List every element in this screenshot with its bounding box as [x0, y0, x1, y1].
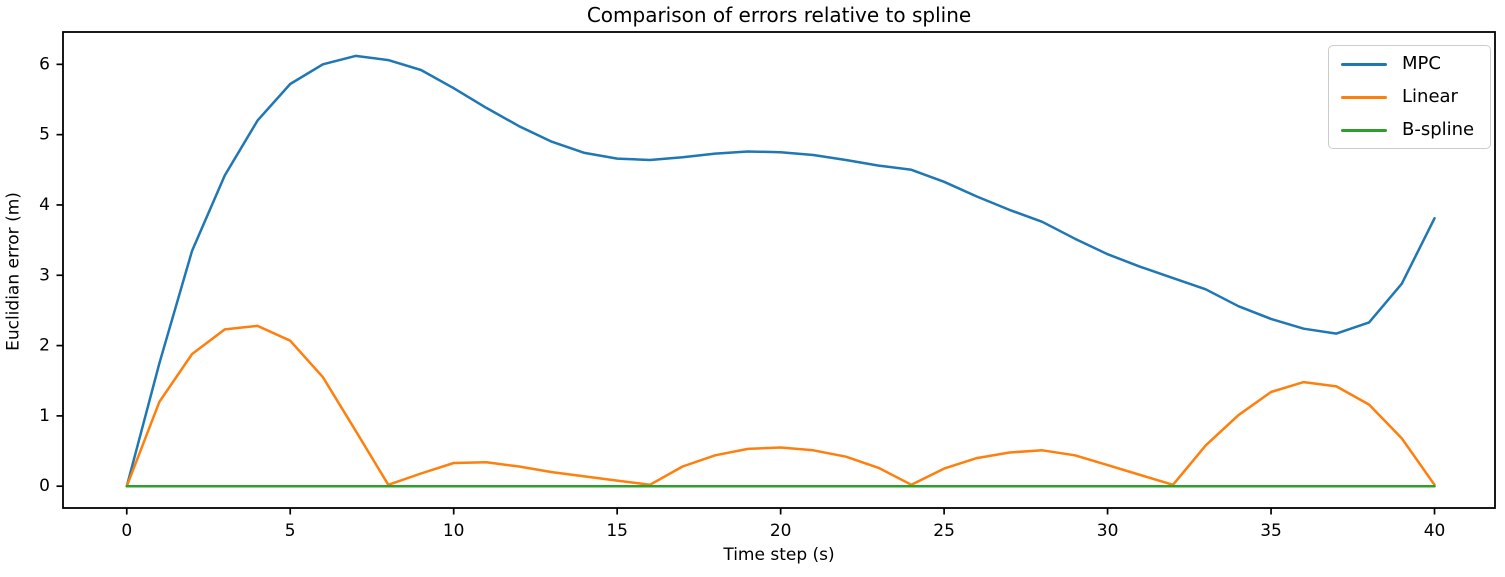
- legend-line-mpc-icon: [1341, 62, 1387, 66]
- y-tick-label: 0: [39, 476, 50, 496]
- y-tick-label: 2: [39, 336, 50, 356]
- legend-label-mpc: MPC: [1402, 53, 1441, 74]
- y-axis-label: Euclidian error (m): [3, 192, 24, 351]
- x-tick-label: 30: [1097, 521, 1119, 541]
- x-tick-label: 15: [606, 521, 628, 541]
- legend-label-bspline: B-spline: [1402, 119, 1475, 140]
- legend-label-linear: Linear: [1402, 86, 1458, 107]
- legend-item-linear: Linear: [1341, 88, 1478, 106]
- x-tick-label: 20: [770, 521, 792, 541]
- x-axis-label: Time step (s): [723, 545, 835, 565]
- series-line-linear: [125, 324, 1436, 488]
- x-tick-label: 10: [443, 521, 465, 541]
- x-tick-label: 35: [1260, 521, 1282, 541]
- y-tick-label: 4: [39, 195, 50, 215]
- y-tick-label: 1: [39, 406, 50, 426]
- legend-item-mpc: MPC: [1341, 55, 1478, 73]
- x-tick-label: 0: [121, 521, 132, 541]
- legend: MPC Linear B-spline: [1328, 45, 1491, 149]
- axes-border: [62, 31, 1496, 509]
- x-tick-label: 25: [933, 521, 955, 541]
- legend-item-bspline: B-spline: [1341, 121, 1478, 139]
- legend-line-bspline-icon: [1341, 128, 1387, 132]
- y-tick-label: 6: [39, 54, 50, 74]
- x-tick-label: 40: [1424, 521, 1446, 541]
- y-tick-label: 3: [39, 265, 50, 285]
- series-line-mpc: [125, 54, 1436, 488]
- legend-line-linear-icon: [1341, 95, 1387, 99]
- chart-title: Comparison of errors relative to spline: [586, 3, 972, 27]
- x-tick-label: 5: [285, 521, 296, 541]
- y-tick-label: 5: [39, 125, 50, 145]
